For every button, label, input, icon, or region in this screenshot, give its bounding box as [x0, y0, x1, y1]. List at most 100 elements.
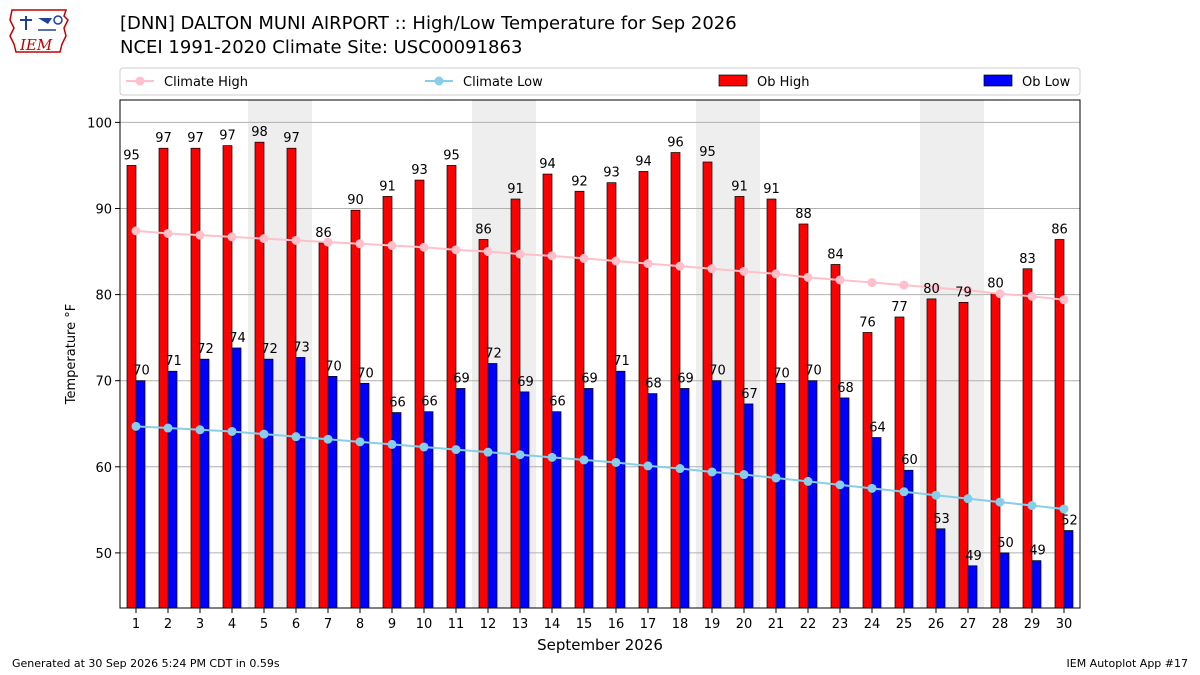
ob-low-label: 69 — [517, 375, 534, 390]
ob-low-bar — [775, 382, 786, 609]
y-tick-label: 50 — [95, 547, 112, 562]
ob-high-bar — [222, 145, 233, 609]
ob-low-label: 50 — [997, 536, 1014, 551]
x-tick-label: 12 — [480, 617, 497, 632]
climate-high-point — [931, 283, 941, 293]
climate-low-point — [483, 447, 493, 457]
x-tick-label: 9 — [388, 617, 396, 632]
x-tick-label: 5 — [260, 617, 268, 632]
ob-high-bar — [318, 242, 329, 609]
ob-low-bar — [359, 382, 370, 609]
title-line-2: NCEI 1991-2020 Climate Site: USC00091863 — [120, 37, 523, 58]
ob-high-label: 76 — [859, 315, 876, 330]
climate-low-point — [1027, 501, 1037, 511]
x-tick-label: 15 — [576, 617, 593, 632]
climate-high-point — [259, 234, 269, 244]
ob-low-label: 72 — [261, 342, 278, 357]
climate-low-point — [707, 467, 717, 477]
ob-high-label: 94 — [539, 157, 556, 172]
climate-low-point — [963, 494, 973, 504]
legend-climate-low-marker — [434, 76, 444, 86]
ob-low-label: 49 — [1029, 544, 1046, 559]
legend-climate-high-marker — [135, 76, 145, 86]
x-tick-label: 26 — [928, 617, 945, 632]
ob-low-label: 70 — [357, 366, 374, 381]
ob-high-bar — [830, 264, 841, 609]
ob-low-label: 71 — [165, 354, 182, 369]
ob-high-bar — [766, 198, 777, 609]
ob-low-label: 49 — [965, 549, 982, 564]
climate-high-point — [483, 247, 493, 257]
climate-low-point — [355, 437, 365, 447]
y-tick-label: 60 — [95, 461, 112, 476]
ob-low-label: 70 — [133, 364, 150, 379]
climate-high-point — [611, 256, 621, 266]
ob-high-bar — [702, 161, 713, 609]
climate-high-point — [867, 278, 877, 288]
climate-low-point — [675, 464, 685, 474]
ob-low-label: 71 — [613, 354, 630, 369]
ob-low-label: 60 — [901, 453, 918, 468]
climate-low-point — [1059, 504, 1069, 514]
x-tick-label: 10 — [416, 617, 433, 632]
ob-low-bar — [295, 357, 306, 609]
y-tick-label: 90 — [95, 202, 112, 217]
climate-high-point — [579, 253, 589, 263]
ob-high-label: 97 — [187, 131, 204, 146]
ob-high-label: 96 — [667, 136, 684, 151]
climate-low-point — [995, 497, 1005, 507]
ob-high-label: 95 — [699, 145, 716, 160]
x-tick-label: 25 — [896, 617, 913, 632]
ob-high-bar — [1054, 239, 1065, 609]
ob-low-bar — [167, 370, 178, 609]
ob-low-bar — [231, 347, 242, 609]
climate-low-point — [643, 461, 653, 471]
ob-high-bar — [862, 332, 873, 609]
ob-low-bar — [999, 552, 1010, 609]
climate-low-point — [259, 429, 269, 439]
ob-low-label: 66 — [549, 395, 566, 410]
ob-low-label: 73 — [293, 340, 310, 355]
ob-low-label: 69 — [677, 371, 694, 386]
ob-high-bar — [478, 239, 489, 609]
ob-low-bar — [519, 391, 530, 609]
ob-high-label: 77 — [891, 300, 908, 315]
ob-high-bar — [350, 209, 361, 609]
ob-high-label: 92 — [571, 174, 588, 189]
climate-low-point — [323, 434, 333, 444]
climate-high-point — [291, 235, 301, 245]
x-tick-label: 14 — [544, 617, 561, 632]
ob-low-label: 64 — [869, 421, 886, 436]
ob-high-bar — [254, 141, 265, 609]
x-tick-label: 1 — [132, 617, 140, 632]
climate-high-point — [675, 261, 685, 271]
climate-high-point — [227, 232, 237, 242]
ob-high-bar — [542, 173, 553, 609]
ob-low-label: 67 — [741, 387, 758, 402]
ob-high-label: 86 — [315, 226, 332, 241]
ob-high-label: 91 — [763, 182, 780, 197]
ob-low-bar — [487, 363, 498, 609]
climate-low-point — [163, 423, 173, 433]
ob-low-label: 70 — [805, 364, 822, 379]
title-line-1: [DNN] DALTON MUNI AIRPORT :: High/Low Te… — [120, 13, 737, 34]
climate-high-point — [771, 269, 781, 279]
ob-low-bar — [647, 393, 658, 609]
ob-high-label: 93 — [603, 166, 620, 181]
ob-high-label: 98 — [251, 125, 268, 140]
ob-high-bar — [158, 147, 169, 609]
ob-low-label: 69 — [453, 371, 470, 386]
ob-low-label: 66 — [389, 396, 406, 411]
ob-high-label: 86 — [1051, 222, 1068, 237]
climate-high-line — [135, 229, 1065, 301]
climate-high-point — [739, 266, 749, 276]
ob-low-bar — [327, 376, 338, 609]
legend-climate-low-label: Climate Low — [463, 75, 543, 90]
ob-high-label: 95 — [123, 148, 140, 163]
x-tick-label: 18 — [672, 617, 689, 632]
x-tick-label: 6 — [292, 617, 300, 632]
ob-low-bar — [711, 380, 722, 609]
ob-low-bar — [743, 403, 754, 609]
climate-low-point — [195, 425, 205, 435]
